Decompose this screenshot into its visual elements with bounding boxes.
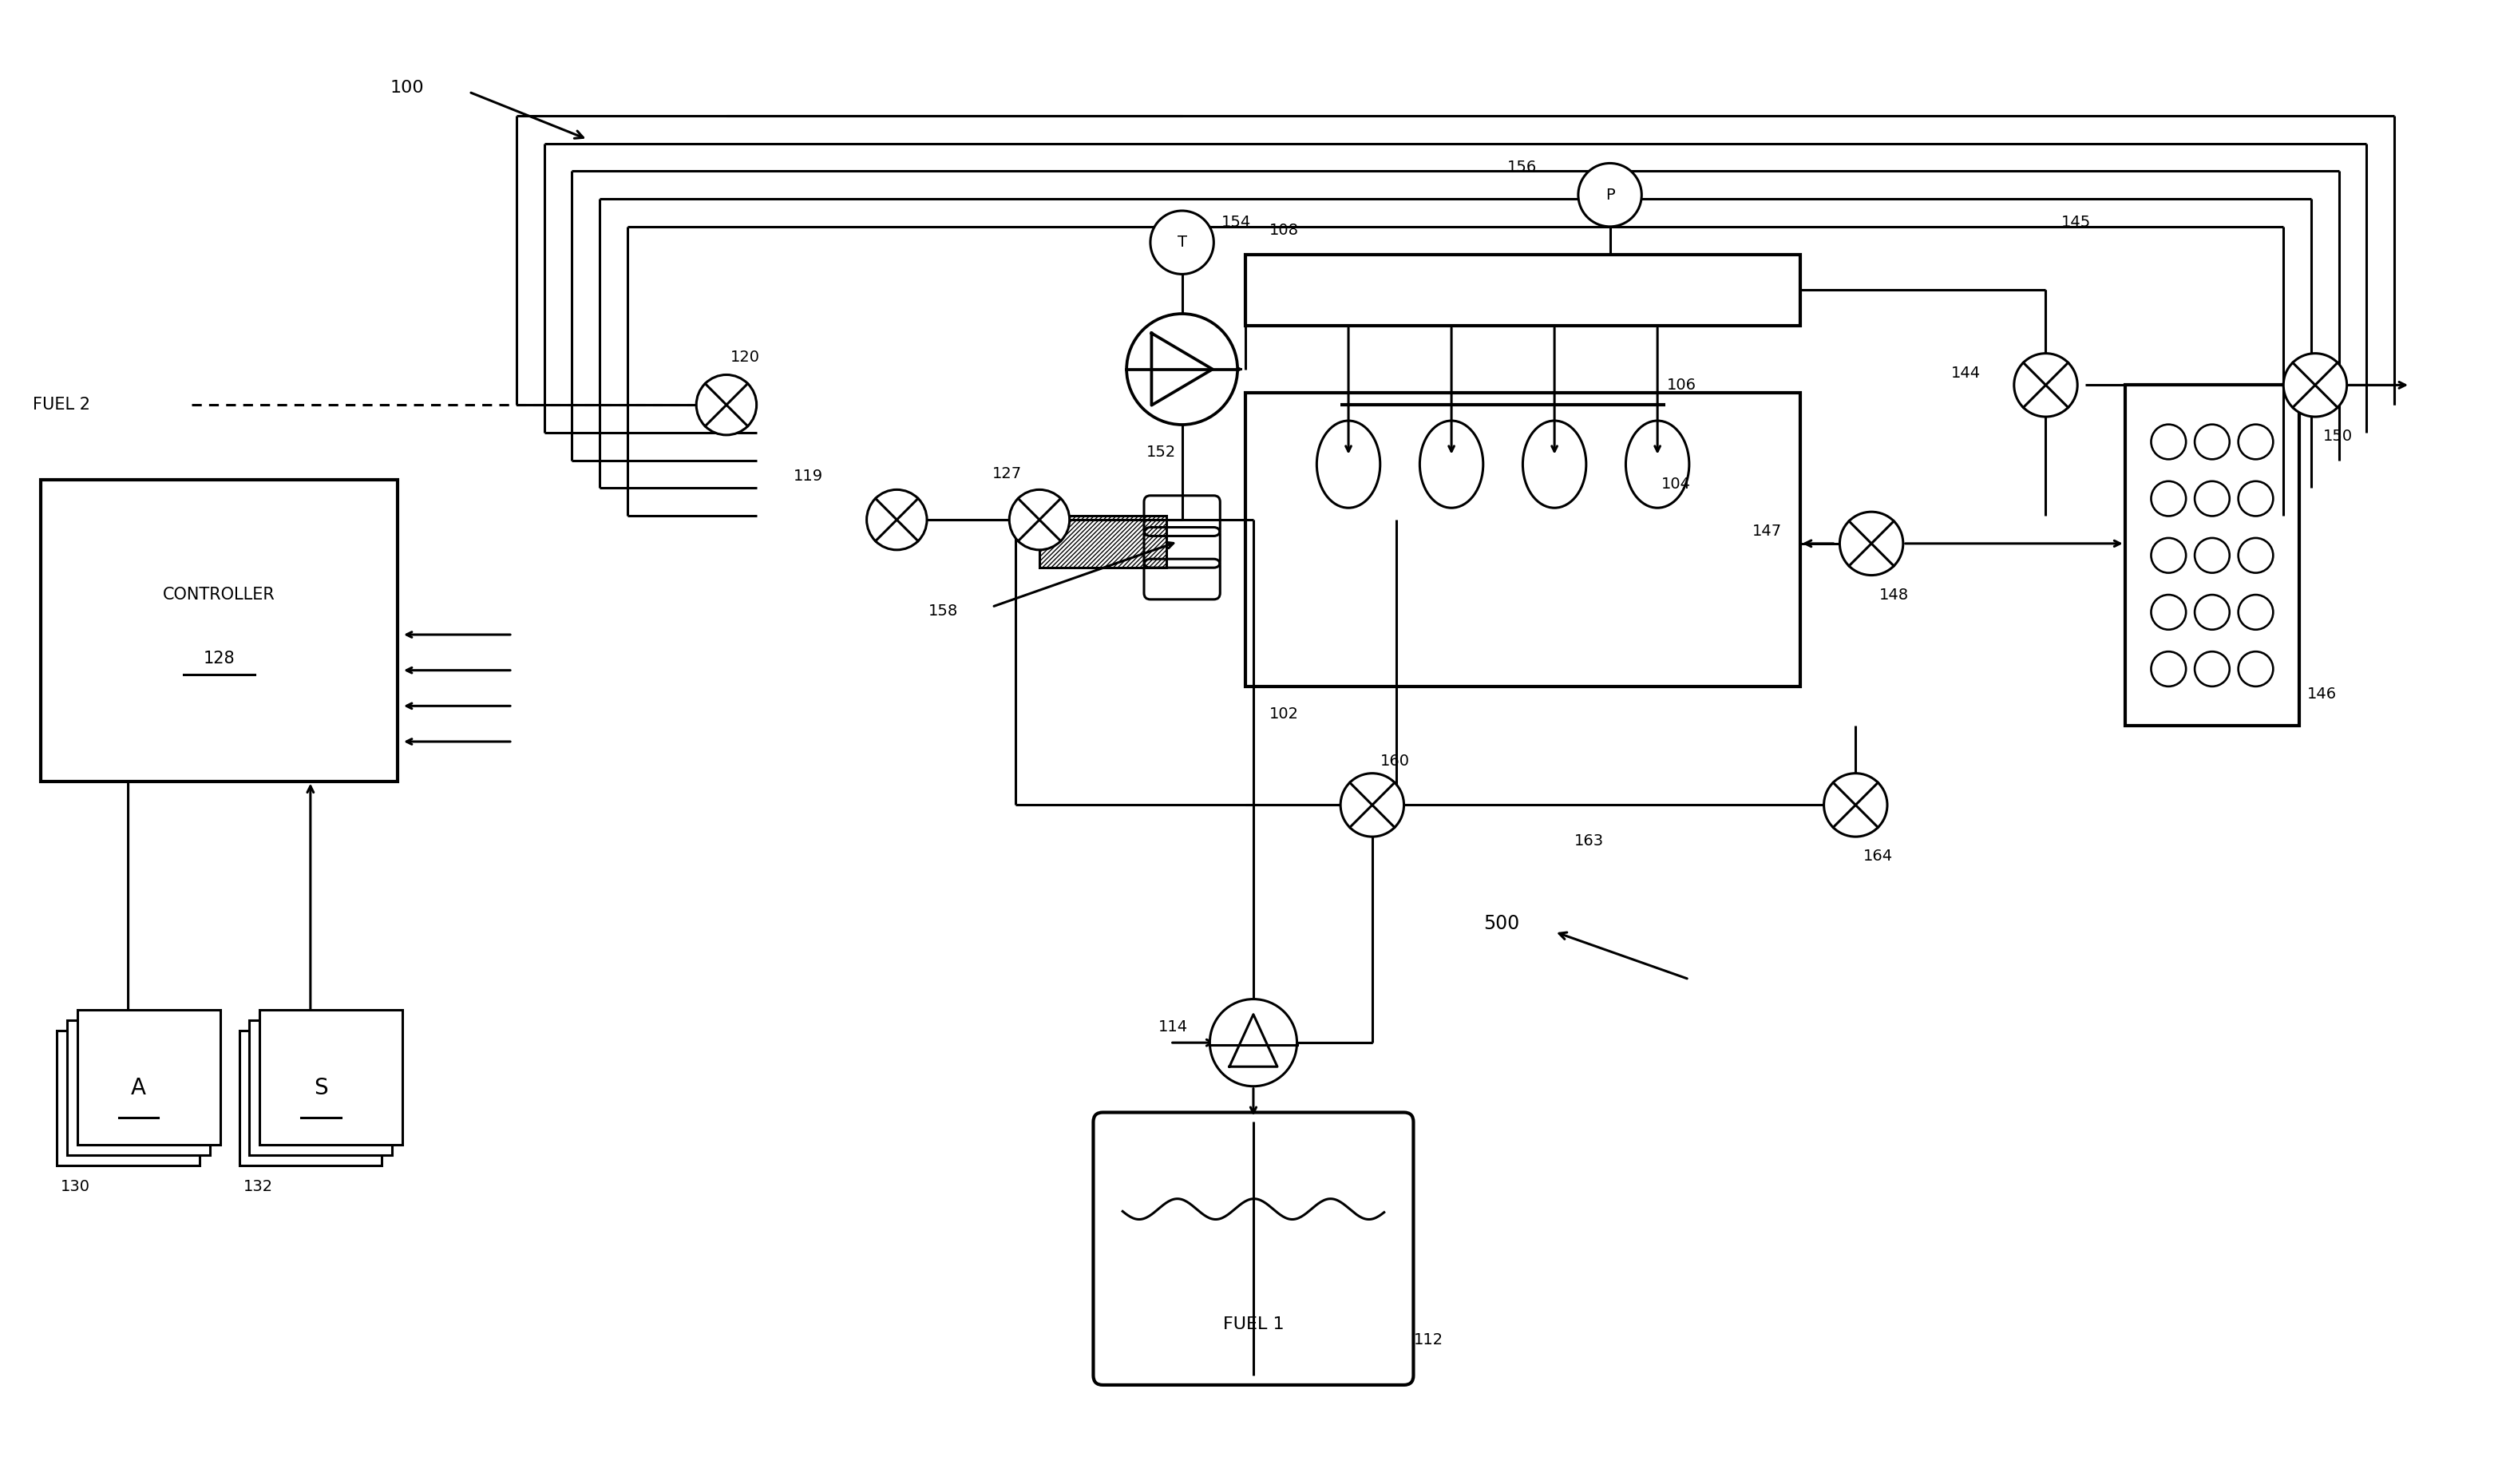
Text: 152: 152 [1147,445,1177,460]
Bar [1039,516,1167,567]
Text: 500: 500 [1484,914,1519,933]
Circle shape [697,375,757,435]
Bar [1247,393,1801,686]
Text: FUEL 2: FUEL 2 [32,396,90,413]
Bar [40,481,397,781]
Text: 102: 102 [1269,706,1299,721]
FancyBboxPatch shape [1094,1113,1414,1385]
Text: 120: 120 [729,350,759,365]
Circle shape [2283,353,2346,417]
Bar [260,1011,402,1144]
Text: 132: 132 [242,1178,272,1195]
Circle shape [867,490,927,551]
Circle shape [1209,999,1296,1086]
Circle shape [1009,490,1069,551]
Text: 128: 128 [202,650,235,666]
Text: 163: 163 [1574,833,1604,849]
Text: 150: 150 [2323,429,2353,444]
Text: 106: 106 [1666,377,1696,393]
Bar [250,1021,392,1155]
Text: 148: 148 [1878,588,1908,603]
Bar [2126,384,2298,726]
Text: 164: 164 [1864,849,1893,864]
Circle shape [1127,313,1237,424]
Circle shape [1341,773,1404,837]
Circle shape [1824,773,1888,837]
Bar [57,1031,200,1165]
Text: 130: 130 [60,1178,90,1195]
Text: 156: 156 [1506,160,1536,175]
Text: S: S [315,1077,327,1100]
Text: 146: 146 [2308,687,2336,702]
Text: 158: 158 [929,604,959,619]
Text: FUEL 1: FUEL 1 [1224,1316,1284,1333]
Text: A: A [130,1077,145,1100]
Text: 104: 104 [1661,476,1691,491]
Circle shape [2013,353,2078,417]
Text: P: P [1606,187,1614,202]
Circle shape [1579,163,1641,227]
Text: 147: 147 [1754,524,1781,539]
Text: 160: 160 [1379,754,1409,769]
Text: 144: 144 [1951,365,1981,381]
Bar [1247,254,1801,325]
Text: 108: 108 [1269,223,1299,237]
Bar [77,1011,220,1144]
Text: T: T [1177,234,1187,249]
Bar [240,1031,382,1165]
Bar [67,1021,210,1155]
Text: 114: 114 [1159,1020,1189,1034]
Circle shape [1839,512,1903,576]
Text: 154: 154 [1222,215,1251,230]
Circle shape [1152,211,1214,275]
Text: 112: 112 [1414,1333,1444,1347]
Text: 145: 145 [2061,215,2091,230]
Text: 127: 127 [992,466,1022,481]
Text: 119: 119 [794,469,824,484]
Text: 100: 100 [390,80,425,96]
Text: CONTROLLER: CONTROLLER [162,588,275,603]
